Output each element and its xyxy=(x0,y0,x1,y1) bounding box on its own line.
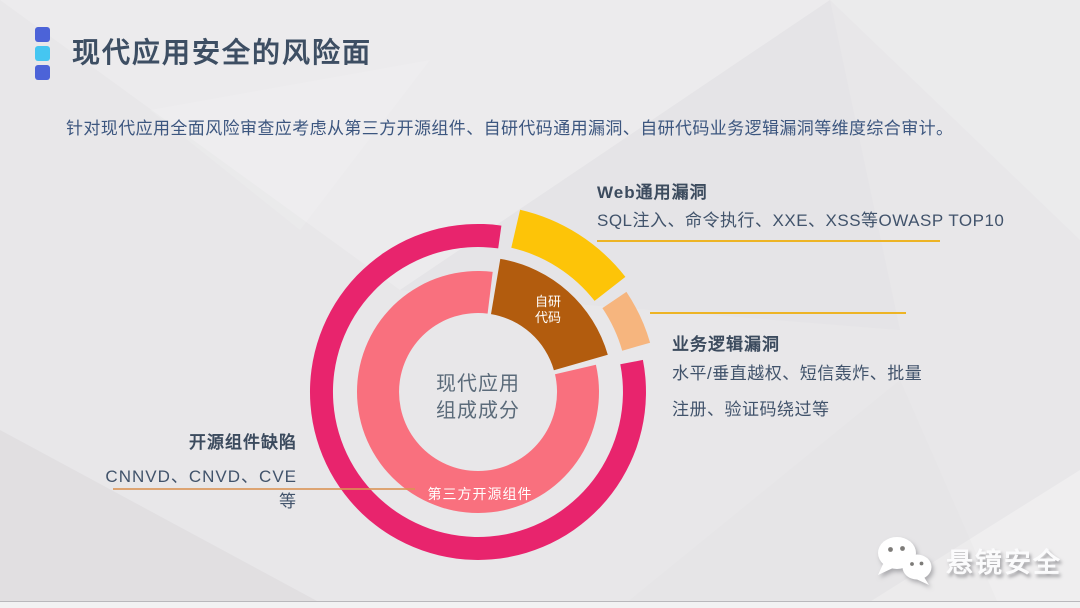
segment-web-vulnerabilities xyxy=(511,209,626,301)
segment-self-developed-code xyxy=(491,258,608,371)
callout-oss-heading: 开源组件缺陷 xyxy=(189,433,297,452)
bullet-square-blue xyxy=(35,27,50,42)
callout-business-body-line1: 水平/垂直越权、短信轰炸、批量 xyxy=(672,364,923,383)
self-developed-code-label: 自研 代码 xyxy=(523,294,573,326)
bullet-square-cyan xyxy=(35,46,50,61)
bottom-edge-strip xyxy=(0,601,1080,608)
title-block: 现代应用安全的风险面 xyxy=(35,25,372,81)
callout-oss-body: CNNVD、CNVD、CVE等 xyxy=(105,467,297,511)
bullet-square-blue xyxy=(35,65,50,80)
callout-web-heading: Web通用漏洞 xyxy=(597,183,708,202)
donut-chart xyxy=(309,209,651,560)
segment-third-party-components xyxy=(356,271,599,514)
gold-underline-business xyxy=(650,312,906,314)
brand-footer: 悬镜安全 xyxy=(872,534,1062,586)
self-code-label-line2: 代码 xyxy=(534,310,561,325)
donut-center-label: 现代应用 组成成分 xyxy=(418,371,538,425)
donut-center-line2: 组成成分 xyxy=(436,400,520,422)
callout-oss-block: 开源组件缺陷 CNNVD、CNVD、CVE等 xyxy=(95,428,297,512)
callout-business-heading: 业务逻辑漏洞 xyxy=(672,335,780,354)
gold-underline-web xyxy=(597,240,940,242)
page-title: 现代应用安全的风险面 xyxy=(72,37,373,68)
wechat-icon xyxy=(878,537,932,585)
donut-center-line1: 现代应用 xyxy=(436,373,520,395)
callout-business-body-line2: 注册、验证码绕过等 xyxy=(672,400,830,419)
slide-subtitle: 针对现代应用全面风险审查应考虑从第三方开源组件、自研代码通用漏洞、自研代码业务逻… xyxy=(66,119,954,138)
self-code-label-line1: 自研 xyxy=(534,294,561,309)
brand-name: 悬镜安全 xyxy=(946,547,1062,578)
tan-underline-oss xyxy=(113,488,415,490)
title-bullets xyxy=(35,27,50,80)
callout-web-body: SQL注入、命令执行、XXE、XSS等OWASP TOP10 xyxy=(597,211,1005,230)
callout-business-body: 水平/垂直越权、短信轰炸、批量 注册、验证码绕过等 xyxy=(672,356,932,428)
third-party-ring-label: 第三方开源组件 xyxy=(427,486,533,502)
segment-business-logic-vulnerabilities xyxy=(602,291,651,351)
